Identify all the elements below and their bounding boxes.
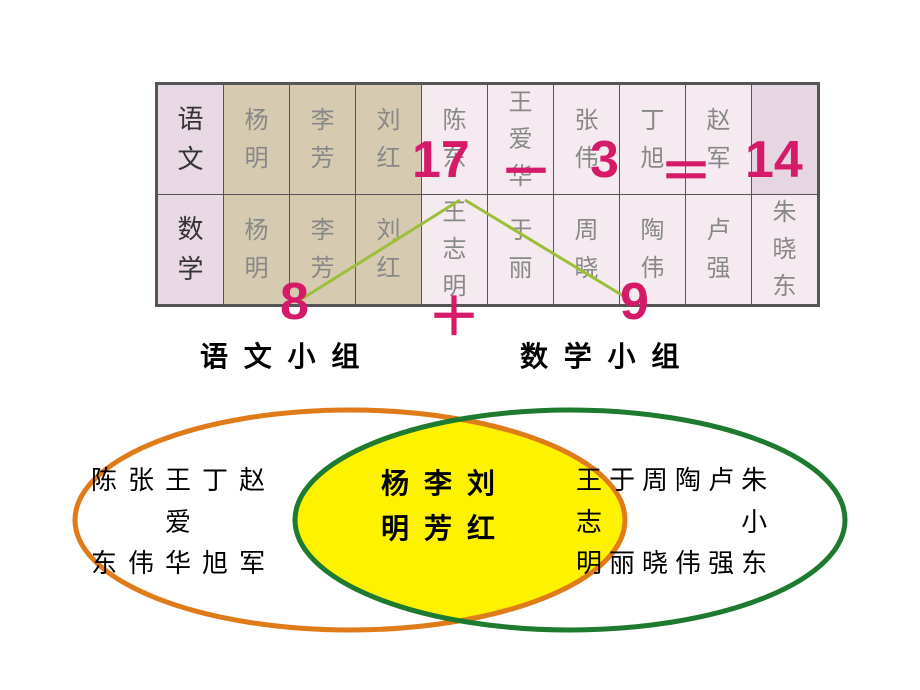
venn-diagram: 陈 东张 伟王爱华丁 旭赵 军 杨明李芳刘红 王志明于 丽周 晓陶 伟卢 强朱小… bbox=[60, 390, 860, 650]
data-table: 语文 杨明 李芳 刘红 陈东 王爱华 张伟 丁旭 赵军 数学 杨明 李芳 刘红 … bbox=[155, 82, 820, 307]
eq-14: 14 bbox=[745, 130, 803, 190]
row-header-math: 数学 bbox=[158, 195, 224, 305]
venn-center-names: 杨明李芳刘红 bbox=[380, 462, 509, 552]
eq-8: 8 bbox=[280, 272, 309, 332]
eq-minus: － bbox=[500, 130, 552, 205]
venn-left-names: 陈 东张 伟王爱华丁 旭赵 军 bbox=[90, 460, 275, 585]
table-row: 语文 杨明 李芳 刘红 陈东 王爱华 张伟 丁旭 赵军 bbox=[158, 85, 818, 195]
table-row: 数学 杨明 李芳 刘红 王志明 于丽 周晓 陶伟 卢强 朱晓东 bbox=[158, 195, 818, 305]
venn-right-names: 王志明于 丽周 晓陶 伟卢 强朱小东 bbox=[575, 460, 773, 585]
label-chinese-group: 语 文 小 组 bbox=[200, 335, 363, 375]
eq-plus: ＋ bbox=[428, 275, 480, 350]
label-math-group: 数 学 小 组 bbox=[520, 335, 683, 375]
eq-eq: ＝ bbox=[660, 130, 712, 205]
eq-9: 9 bbox=[620, 272, 649, 332]
eq-17: 17 bbox=[412, 130, 470, 190]
row-header-chinese: 语文 bbox=[158, 85, 224, 195]
eq-3: 3 bbox=[590, 130, 619, 190]
